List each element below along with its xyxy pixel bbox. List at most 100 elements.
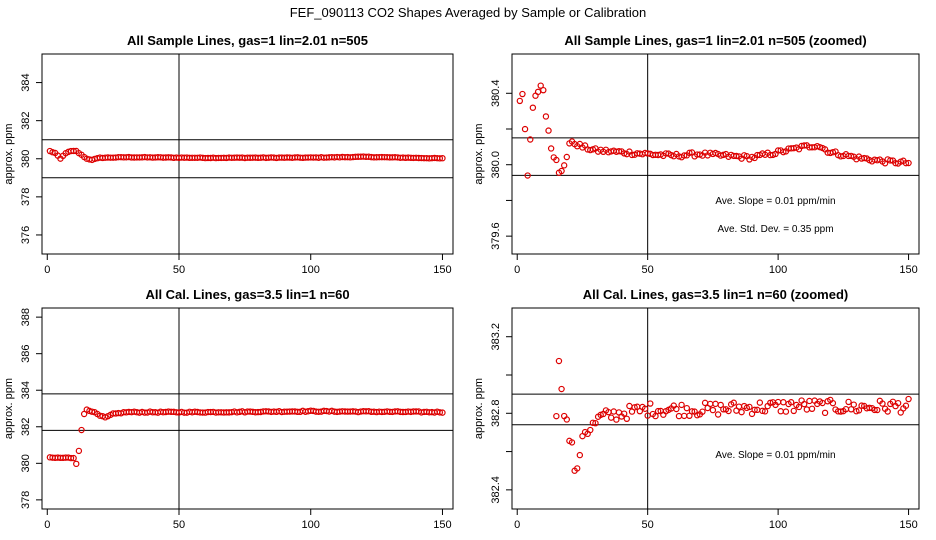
panel-title: All Sample Lines, gas=1 lin=2.01 n=505: [127, 33, 368, 48]
data-point: [850, 401, 857, 408]
data-point: [735, 403, 743, 410]
data-point: [527, 136, 534, 143]
data-point: [845, 398, 852, 406]
data-point: [652, 412, 659, 420]
panel-title: All Cal. Lines, gas=3.5 lin=1 n=60: [145, 287, 349, 302]
data-point: [756, 399, 764, 406]
data-point: [821, 409, 829, 417]
data-point: [587, 426, 594, 434]
data-point: [647, 400, 654, 407]
data-point: [767, 399, 774, 407]
data-point: [902, 402, 910, 409]
data-point: [712, 400, 719, 408]
data-point: [70, 454, 77, 462]
data-series: [46, 406, 446, 468]
data-point: [887, 157, 894, 164]
data-point: [874, 406, 881, 414]
y-tick-label: 384: [20, 381, 32, 399]
data-point: [902, 159, 910, 167]
y-tick-label: 382: [20, 111, 32, 129]
data-point: [553, 412, 560, 420]
data-point: [613, 416, 620, 423]
y-tick-label: 383.2: [490, 323, 502, 351]
data-point: [607, 414, 615, 421]
data-point: [894, 399, 902, 407]
data-point: [871, 406, 878, 414]
data-point: [801, 142, 808, 149]
figure-title: FEF_090113 CO2 Shapes Averaged by Sample…: [289, 5, 647, 20]
data-point: [701, 399, 709, 407]
data-point: [688, 408, 696, 415]
data-point: [558, 167, 565, 175]
data-point: [545, 127, 552, 134]
y-axis-label: approx. ppm: [3, 378, 15, 439]
data-point: [884, 408, 891, 415]
stat-annotation: Ave. Slope = 0.01 ppm/min: [715, 196, 835, 207]
data-point: [829, 399, 837, 407]
data-point: [75, 447, 83, 455]
y-tick-label: 376: [20, 226, 32, 244]
x-tick-label: 50: [642, 519, 654, 531]
y-axis-label: approx. ppm: [3, 123, 15, 184]
data-point: [78, 426, 85, 434]
data-point: [436, 409, 444, 416]
y-tick-label: 382.8: [490, 400, 502, 428]
x-tick-label: 100: [769, 264, 787, 276]
plot-frame: [41, 307, 454, 510]
data-point: [678, 401, 685, 409]
data-point: [547, 145, 555, 152]
x-tick-label: 50: [173, 264, 185, 276]
data-point: [680, 152, 688, 159]
y-tick-label: 378: [20, 491, 32, 509]
data-point: [855, 407, 863, 414]
data-point: [858, 402, 865, 409]
plot-frame: [511, 307, 920, 510]
data-point: [714, 411, 722, 418]
x-tick-label: 0: [44, 519, 50, 531]
data-point: [558, 385, 565, 393]
y-tick-label: 380: [20, 150, 32, 168]
stat-annotation: Ave. Std. Dev. = 0.35 ppm: [717, 224, 833, 235]
data-point: [560, 162, 568, 169]
data-point: [675, 412, 683, 420]
data-point: [555, 357, 563, 365]
data-series: [46, 147, 446, 164]
data-point: [524, 172, 531, 179]
data-point: [759, 407, 766, 415]
data-point: [537, 82, 544, 89]
data-point: [563, 416, 570, 423]
chart-panel-4: All Cal. Lines, gas=3.5 lin=1 n=60 (zoom…: [473, 287, 920, 531]
y-axis-label: approx. ppm: [473, 378, 485, 439]
data-point: [686, 149, 693, 157]
y-tick-label: 380: [20, 454, 32, 472]
data-point: [620, 410, 628, 417]
x-tick-label: 100: [769, 519, 787, 531]
data-point: [751, 406, 758, 414]
data-point: [439, 409, 446, 416]
data-point: [777, 408, 784, 415]
data-point: [563, 153, 570, 161]
data-point: [879, 400, 886, 407]
y-tick-label: 382: [20, 418, 32, 436]
data-point: [673, 405, 680, 413]
stat-annotation: Ave. Slope = 0.01 ppm/min: [715, 450, 835, 461]
panel-title: All Cal. Lines, gas=3.5 lin=1 n=60 (zoom…: [583, 287, 849, 302]
data-point: [761, 408, 769, 415]
data-point: [699, 408, 706, 415]
data-point: [847, 406, 855, 413]
x-tick-label: 150: [899, 264, 917, 276]
data-point: [519, 90, 526, 98]
data-point: [683, 404, 691, 412]
data-point: [790, 407, 797, 415]
data-point: [686, 412, 693, 420]
data-series: [516, 82, 912, 179]
data-point: [905, 159, 912, 167]
data-point: [803, 406, 811, 413]
x-tick-label: 0: [514, 264, 520, 276]
data-point: [70, 147, 77, 155]
data-point: [568, 439, 576, 446]
y-axis-label: approx. ppm: [473, 123, 485, 184]
data-point: [67, 454, 75, 462]
data-point: [680, 412, 688, 420]
